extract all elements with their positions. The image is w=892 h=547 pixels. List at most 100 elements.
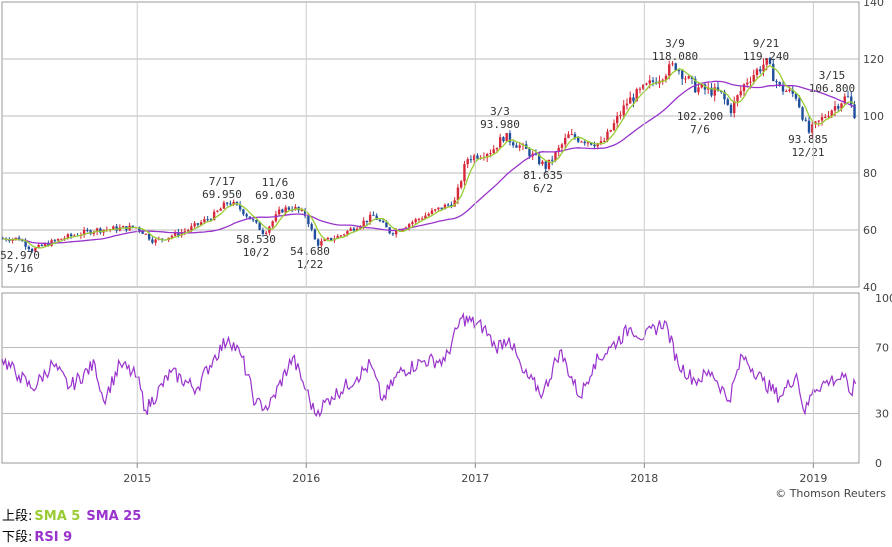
candle-body [664,75,668,80]
candle-body [112,226,115,230]
annotation-label: 58.530 [236,233,276,246]
candle-body [606,131,609,141]
annotation-label: 3/9 [665,37,685,50]
candle-body [398,229,401,231]
candle-body [544,161,547,169]
candle-body [697,87,700,93]
candle-body [469,159,473,161]
annotation-label: 10/2 [243,246,270,259]
candle-body [222,202,226,209]
candle-body [144,233,148,235]
candle-body [723,91,726,100]
candle-body [638,88,642,90]
candle-body [671,63,674,65]
candle-body [485,154,489,158]
sma5-line [2,64,855,249]
candle-body [407,224,411,228]
candle-body [232,201,235,205]
candle-body [781,84,785,92]
candle-body [762,64,765,72]
candle-body [785,91,788,93]
candle-body [733,101,736,114]
candle-body [635,89,638,102]
candle-body [456,187,460,201]
candle-body [495,147,499,150]
candle-body [199,222,203,225]
candle-body [616,116,619,124]
candle-body [277,209,281,215]
candle-body [316,239,320,246]
candle-body [710,87,713,96]
candle-body [427,213,430,216]
annotation-label: 93.885 [788,133,828,146]
candle-body [729,104,733,114]
annotation-label: 3/3 [490,105,510,118]
candle-body [417,218,421,220]
candle-body [642,84,645,89]
candle-body [66,234,70,239]
candle-body [440,207,443,210]
lower-y-tick-label: 100 [875,292,892,305]
candle-body [30,248,34,252]
candle-body [794,93,798,99]
candle-body [567,134,570,139]
candle-body [830,110,833,117]
x-tick-label: 2018 [630,472,658,485]
candle-body [768,58,772,64]
candle-body [27,246,31,249]
annotation-label: 102.200 [677,110,723,123]
legend-upper-prefix: 上段: [2,509,33,524]
candle-body [580,141,583,143]
lower-y-tick-label: 70 [875,342,889,355]
candle-body [287,207,291,210]
candle-body [674,63,677,71]
x-axis: 2015 2016 2017 2018 2019 [123,2,827,485]
legend-sma5: SMA 5 [34,509,81,524]
candle-body [430,210,434,214]
candle-body [466,159,469,165]
candle-body [336,235,339,239]
candle-body [69,234,73,237]
legend-sma25: SMA 25 [86,509,142,524]
sma25-line [2,80,855,245]
candle-body [677,70,681,72]
upper-panel-frame [1,1,860,288]
annotation-label: 93.980 [480,118,520,131]
candle-body [339,235,343,237]
candle-body [489,153,492,155]
candle-body [209,219,213,221]
upper-y-tick-label: 100 [863,110,884,123]
upper-y-tick-label: 80 [863,167,877,180]
candle-body [752,75,755,82]
upper-y-tick-label: 60 [863,224,877,237]
annotation-label: 54.680 [290,245,330,258]
candle-body [196,223,200,225]
candle-body [554,151,557,161]
candle-body [746,82,749,85]
candle-body [342,234,346,236]
annotation-label: 69.950 [202,188,242,201]
candle-body [560,144,564,148]
candle-body [827,116,830,118]
x-tick-label: 2016 [292,472,320,485]
candle-body [742,84,746,92]
candle-body [564,138,567,145]
candle-body [180,232,183,236]
candle-body [60,238,63,240]
candle-body [515,145,518,148]
candle-body [147,233,151,240]
candle-body [372,214,375,216]
candle-body [411,222,414,225]
candle-body [284,207,287,213]
candle-body [622,105,625,115]
candle-body [736,95,739,102]
candle-body [99,228,102,233]
candle-body [420,218,424,220]
candle-body [775,81,778,83]
candle-body [476,155,479,159]
upper-y-axis: 140 120 100 80 60 40 [863,0,884,294]
candle-body [206,219,209,221]
candle-body [755,69,759,76]
candle-body [323,239,326,242]
candle-body [40,244,44,246]
